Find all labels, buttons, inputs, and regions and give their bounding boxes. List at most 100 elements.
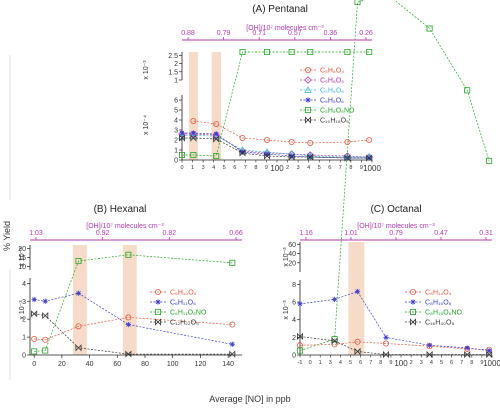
data-point — [354, 338, 361, 345]
data-point — [382, 340, 389, 347]
legend-label: C₅H₈O₆ — [320, 88, 344, 95]
series-line-0 — [299, 341, 490, 351]
top-tick-label: 0.71 — [252, 30, 266, 37]
data-point — [383, 334, 389, 340]
panel-c-lower-ylabel: x 10⁻³ — [283, 300, 290, 320]
lower-y-tick-label: 5 — [174, 108, 178, 115]
panel-a-highlights — [188, 52, 222, 160]
series-line-0 — [193, 120, 370, 144]
data-point — [125, 251, 132, 258]
top-tick-label: 0.36 — [324, 30, 338, 37]
lower-y-tick-label: 2 — [22, 317, 26, 324]
lower-y-tick-label: 4 — [22, 281, 26, 288]
upper-y-tick-label: 20 — [288, 260, 296, 267]
panel-c-legend: C₈H₁₄O₄ C₈H₁₅O₆ C₈H₁₅O₆NO C₁₆H₃₀O₅ — [405, 288, 463, 327]
panel-b-lower-ylabel: x 10⁻³ — [19, 300, 26, 320]
legend-label: C₈H₁₅O₆ — [425, 300, 452, 307]
x-tick-label: 3 — [202, 165, 205, 171]
data-point — [239, 149, 246, 155]
x-tick-label: 1 — [191, 165, 194, 171]
top-tick-label: 0.57 — [288, 30, 302, 37]
data-point — [464, 87, 471, 94]
panel-a-title: (A) Pentanal — [252, 4, 308, 15]
data-point — [382, 350, 389, 359]
data-point — [229, 350, 236, 358]
lower-y-tick-label: 8 — [292, 282, 296, 289]
panel-c-highlights — [348, 242, 365, 355]
legend-label: C₆H₁₁O₆NO — [170, 310, 207, 317]
data-point — [213, 135, 220, 143]
data-point — [264, 151, 270, 157]
top-tick-label: 0.88 — [181, 30, 195, 37]
panel-b-legend: C₆H₁₀O₄ C₆H₁₁O₆ C₆H₁₁O₆NO C₁₂H₂₂O₅ — [150, 288, 207, 327]
top-tick-label: 1.03 — [29, 230, 43, 237]
top-tick-label: 0.82 — [163, 230, 177, 237]
upper-y-tick-label: 1 — [174, 78, 178, 85]
data-point — [307, 139, 314, 146]
x-tick-label: 1000 — [363, 164, 381, 173]
x-tick-label: 100 — [270, 164, 284, 173]
panel-c-upper-ylabel: x 10⁻³ — [283, 247, 290, 267]
data-point — [288, 49, 295, 56]
panel-a-upper-ylabel: x 10⁻³ — [143, 60, 150, 80]
data-point — [179, 134, 185, 142]
data-point — [344, 138, 351, 145]
top-tick-label: 0.79 — [217, 30, 231, 37]
panel-a-series — [178, 49, 373, 162]
legend-marker — [155, 318, 161, 326]
x-tick-label: 4 — [430, 360, 433, 366]
data-point — [42, 298, 48, 304]
data-point — [229, 321, 236, 328]
data-point — [344, 49, 351, 56]
legend-label: C₈H₁₄O₄ — [425, 290, 452, 297]
data-point — [213, 152, 220, 159]
data-point — [464, 350, 471, 359]
lower-y-tick-label: 1 — [174, 148, 178, 155]
x-tick-label: 4 — [307, 165, 310, 171]
panel-pentanal: (A) Pentanal [OH]/10⁷ molecules cm⁻³ x 1… — [143, 4, 381, 173]
x-tick-label: 0 — [32, 361, 36, 368]
data-point — [426, 25, 433, 32]
lower-y-tick-label: 4 — [174, 118, 178, 125]
data-point — [213, 131, 219, 137]
legend-label: C₁₂H₂₂O₅ — [170, 320, 199, 327]
panel-b-top-axis-label: [OH]/10⁷ molecules cm⁻³ — [86, 223, 164, 230]
data-point — [354, 0, 361, 6]
x-tick-label: 8 — [470, 360, 473, 366]
data-point — [190, 130, 196, 136]
legend-marker — [305, 116, 311, 124]
upper-y-tick-label: 20 — [18, 246, 26, 253]
data-point — [190, 134, 197, 142]
top-tick-label: 0.47 — [434, 230, 448, 237]
panel-b-series — [31, 251, 236, 358]
panel-a-top-axis-label: [OH]/10⁷ molecules cm⁻³ — [246, 25, 324, 32]
data-point — [125, 350, 132, 358]
panel-octanal: (C) Octanal [OH]/10⁷ molecules cm⁻³ x 10… — [283, 0, 500, 368]
panel-c-title: (C) Octanal — [370, 204, 421, 215]
x-tick-label: 140 — [222, 361, 234, 368]
lower-y-tick-label: 4 — [292, 317, 296, 324]
global-x-label: Average [NO] in ppb — [209, 394, 290, 404]
x-tick-label: 1000 — [483, 359, 500, 368]
x-tick-label: 5 — [223, 165, 226, 171]
legend-label: C₆H₁₀O₄ — [170, 290, 197, 297]
data-point — [178, 151, 185, 158]
data-point — [125, 314, 132, 321]
data-point — [331, 296, 338, 303]
legend-label: C₅H₈O₅ — [320, 78, 344, 85]
highlight-band — [348, 242, 365, 355]
data-point — [331, 337, 338, 345]
x-tick-label: 6 — [328, 165, 331, 171]
x-tick-label: 5 — [318, 165, 321, 171]
x-tick-label: 1 — [319, 360, 322, 366]
legend-marker — [410, 299, 416, 305]
series-line-2 — [299, 0, 490, 351]
x-tick-label: 6 — [233, 165, 236, 171]
panel-a-lower-ylabel: x 10⁻⁴ — [143, 115, 150, 135]
highlight-band — [211, 52, 222, 160]
top-tick-label: 1.16 — [299, 230, 313, 237]
lower-y-tick-label: 6 — [292, 300, 296, 307]
x-tick-label: 120 — [195, 361, 207, 368]
x-tick-label: 3 — [297, 165, 300, 171]
